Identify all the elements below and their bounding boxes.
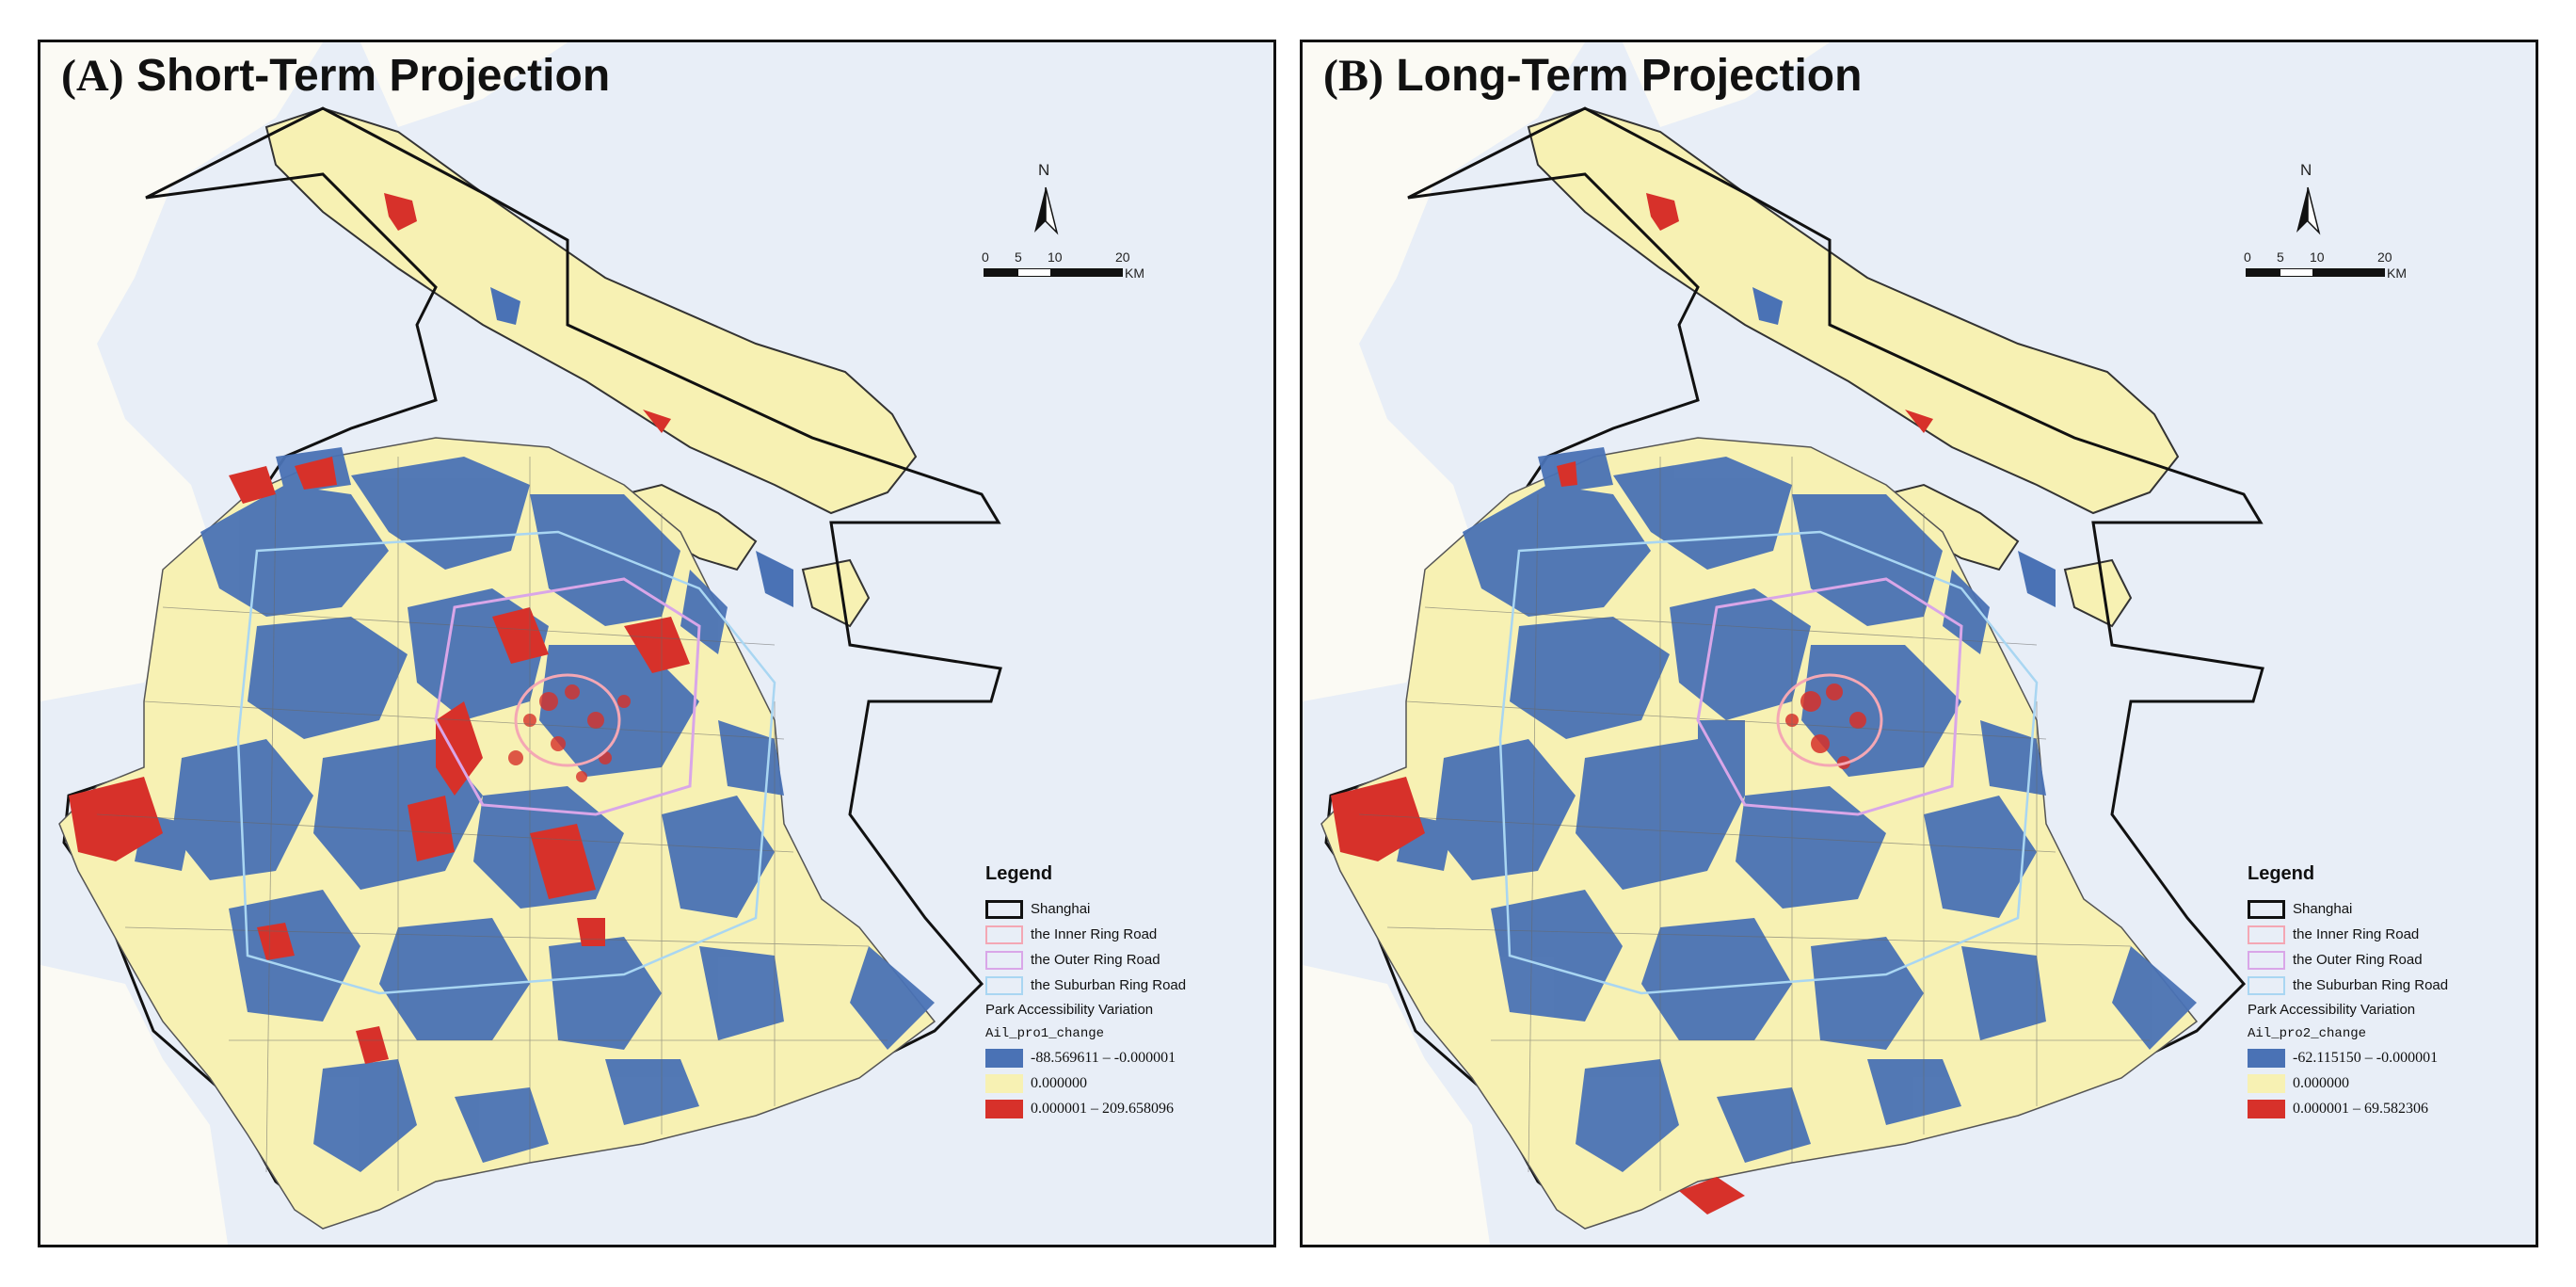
legend-class-label: -62.115150 – -0.000001 bbox=[2293, 1049, 2439, 1066]
panel-letter: (A) bbox=[61, 51, 124, 101]
north-arrow-icon bbox=[1034, 186, 1059, 235]
scale-bar: 0 5 10 20 KM bbox=[982, 249, 1189, 306]
map-canvas bbox=[40, 42, 1273, 1245]
north-label: N bbox=[2300, 161, 2312, 179]
north-label: N bbox=[1038, 161, 1050, 179]
scale-tick: 20 bbox=[2377, 249, 2392, 265]
scale-tick: 10 bbox=[2310, 249, 2325, 265]
panel-title-text: Long-Term Projection bbox=[1396, 51, 1863, 101]
legend-swatch bbox=[985, 1099, 1023, 1118]
legend-item-inner-ring: the Inner Ring Road bbox=[2248, 922, 2530, 947]
legend-item-outer-ring: the Outer Ring Road bbox=[2248, 947, 2530, 973]
legend: Legend Shanghai the Inner Ring Road the … bbox=[985, 863, 1268, 1121]
legend-swatch bbox=[985, 950, 1023, 970]
panel-letter: (B) bbox=[1323, 51, 1384, 101]
legend-item-suburban-ring: the Suburban Ring Road bbox=[985, 973, 1268, 998]
legend-class-label: 0.000000 bbox=[1031, 1074, 1087, 1091]
legend-class-positive: 0.000001 – 209.658096 bbox=[985, 1096, 1268, 1121]
legend-label: the Outer Ring Road bbox=[1031, 952, 1160, 968]
scale-tick: 5 bbox=[1015, 249, 1022, 265]
legend-item-shanghai: Shanghai bbox=[2248, 896, 2530, 922]
scale-segment bbox=[2246, 268, 2280, 277]
legend-swatch bbox=[985, 1048, 1023, 1068]
legend-swatch bbox=[985, 899, 1023, 919]
legend-class-zero: 0.000000 bbox=[985, 1070, 1268, 1096]
legend: Legend Shanghai the Inner Ring Road the … bbox=[2248, 863, 2530, 1121]
north-arrow-icon bbox=[2296, 186, 2321, 235]
legend-class-negative: -62.115150 – -0.000001 bbox=[2248, 1045, 2530, 1070]
legend-item-inner-ring: the Inner Ring Road bbox=[985, 922, 1268, 947]
scale-tick: 10 bbox=[1048, 249, 1063, 265]
legend-item-outer-ring: the Outer Ring Road bbox=[985, 947, 1268, 973]
scale-tick: 20 bbox=[1115, 249, 1130, 265]
legend-swatch bbox=[2248, 899, 2285, 919]
scale-unit: KM bbox=[2387, 265, 2407, 281]
legend-variable-title: Park Accessibility Variation bbox=[985, 1002, 1154, 1018]
scale-segment bbox=[1017, 268, 1051, 277]
scale-tick: 5 bbox=[2277, 249, 2284, 265]
legend-swatch bbox=[985, 925, 1023, 944]
legend-swatch bbox=[2248, 1048, 2285, 1068]
scale-bar: 0 5 10 20 KM bbox=[2244, 249, 2451, 306]
legend-swatch bbox=[2248, 1073, 2285, 1093]
legend-field-name: Ail_pro2_change bbox=[2248, 1026, 2367, 1041]
legend-title: Legend bbox=[2248, 863, 2315, 884]
legend-label: the Suburban Ring Road bbox=[2293, 977, 2449, 993]
scale-segment bbox=[984, 268, 1017, 277]
scale-segment bbox=[2280, 268, 2313, 277]
legend-swatch bbox=[985, 975, 1023, 995]
legend-variable-title: Park Accessibility Variation bbox=[2248, 1002, 2416, 1018]
legend-label: the Inner Ring Road bbox=[2293, 926, 2420, 942]
legend-field-name: Ail_pro1_change bbox=[985, 1026, 1105, 1041]
legend-label: the Inner Ring Road bbox=[1031, 926, 1158, 942]
legend-label: the Outer Ring Road bbox=[2293, 952, 2423, 968]
panel-title: (B) Long-Term Projection bbox=[1323, 50, 1862, 102]
panel-title: (A) Short-Term Projection bbox=[61, 50, 610, 102]
legend-swatch bbox=[2248, 925, 2285, 944]
scale-segment bbox=[1051, 268, 1123, 277]
legend-label: Shanghai bbox=[2293, 901, 2353, 917]
scale-unit: KM bbox=[1125, 265, 1144, 281]
map-panel-b: (B) Long-Term Projection N 0 5 10 20 KM … bbox=[1300, 40, 2538, 1247]
panel-title-text: Short-Term Projection bbox=[136, 51, 611, 101]
legend-class-label: 0.000000 bbox=[2293, 1074, 2349, 1091]
legend-class-zero: 0.000000 bbox=[2248, 1070, 2530, 1096]
scale-tick: 0 bbox=[2244, 249, 2251, 265]
legend-class-label: -88.569611 – -0.000001 bbox=[1031, 1049, 1176, 1066]
legend-class-label: 0.000001 – 209.658096 bbox=[1031, 1100, 1174, 1117]
legend-item-shanghai: Shanghai bbox=[985, 896, 1268, 922]
legend-swatch bbox=[2248, 1099, 2285, 1118]
legend-swatch bbox=[985, 1073, 1023, 1093]
legend-class-negative: -88.569611 – -0.000001 bbox=[985, 1045, 1268, 1070]
map-canvas bbox=[1303, 42, 2536, 1245]
legend-title: Legend bbox=[985, 863, 1053, 884]
legend-class-label: 0.000001 – 69.582306 bbox=[2293, 1100, 2428, 1117]
legend-swatch bbox=[2248, 950, 2285, 970]
legend-item-suburban-ring: the Suburban Ring Road bbox=[2248, 973, 2530, 998]
legend-swatch bbox=[2248, 975, 2285, 995]
legend-class-positive: 0.000001 – 69.582306 bbox=[2248, 1096, 2530, 1121]
scale-segment bbox=[2313, 268, 2385, 277]
scale-tick: 0 bbox=[982, 249, 989, 265]
legend-label: Shanghai bbox=[1031, 901, 1091, 917]
legend-label: the Suburban Ring Road bbox=[1031, 977, 1187, 993]
map-panel-a: (A) Short-Term Projection N 0 5 10 20 KM… bbox=[38, 40, 1276, 1247]
